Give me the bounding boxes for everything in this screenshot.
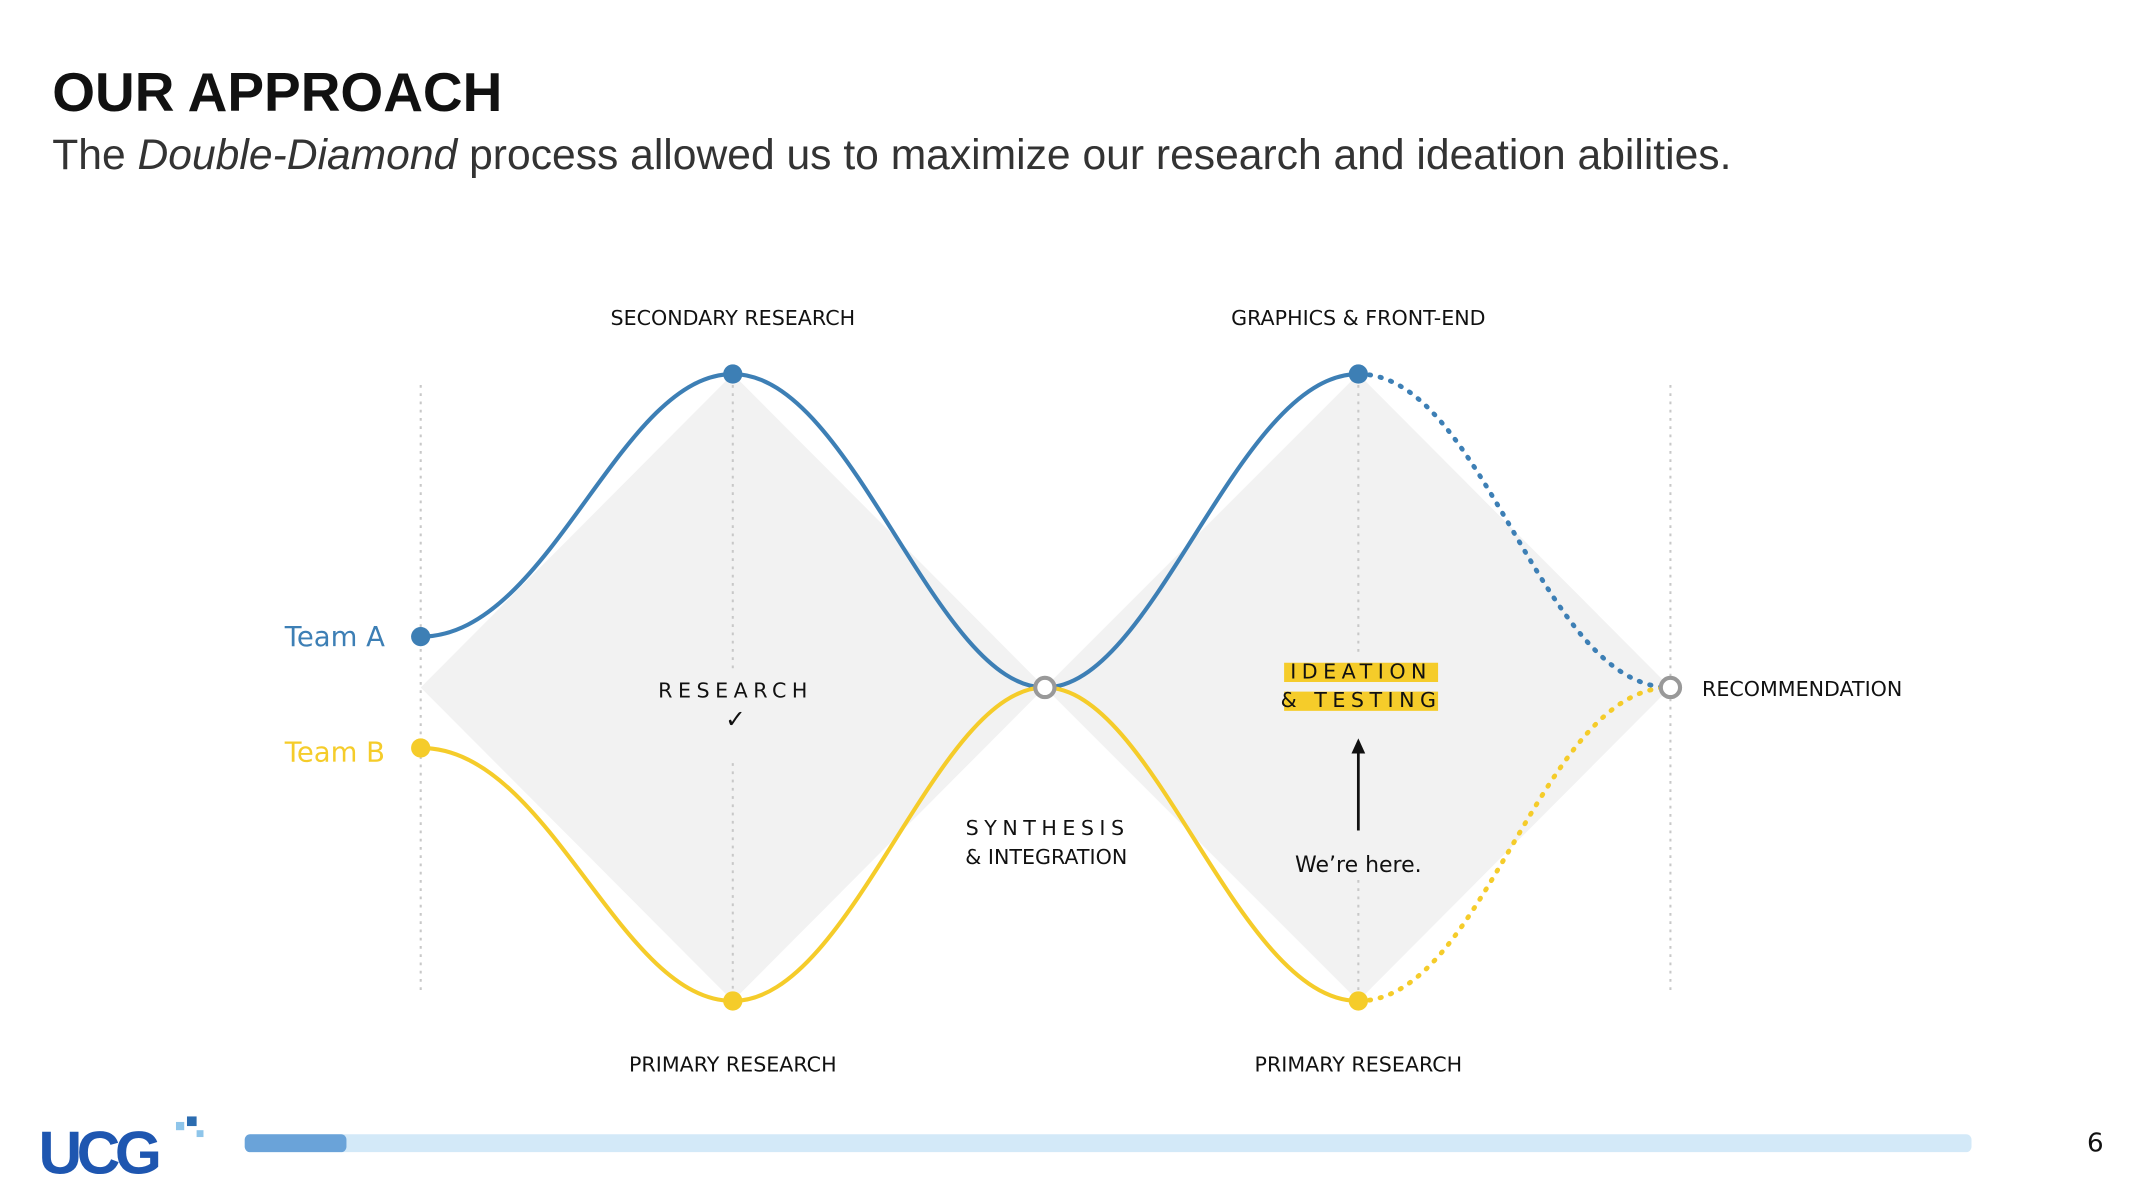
logo-pixel [196,1130,204,1138]
diamond-1 [420,374,1045,1001]
status-label: We’re here. [1295,853,1422,878]
subtitle-suffix: process allowed us to maximize our resea… [469,131,1731,179]
bottom-label: PRIMARY RESEARCH [1255,1053,1463,1077]
node [1348,364,1368,384]
synthesis-label: & INTEGRATION [965,845,1127,869]
node [1033,675,1057,700]
title: OUR APPROACH [52,61,502,123]
team-b-path [420,685,1359,1004]
logo-pixel [175,1121,185,1131]
bottom-label: PRIMARY RESEARCH [629,1053,837,1077]
arrow-head [1351,738,1366,754]
node [723,364,743,384]
node [411,738,431,758]
node [1348,991,1368,1011]
highlight [1284,691,1439,711]
logo-text: UCG [38,1119,158,1187]
phase-label: RESEARCH [658,679,813,703]
ideation-label: & TESTING [1281,688,1442,712]
top-label: GRAPHICS & FRONT-END [1231,306,1485,330]
guides [419,385,1672,990]
subtitle-emphasis: Double-Diamond [138,131,459,179]
team-b-future [1355,685,1673,1004]
top-label: SECONDARY RESEARCH [610,306,855,330]
node [723,991,743,1011]
end-label: RECOMMENDATION [1702,677,1902,701]
subtitle: The Double-Diamond process allowed us to… [52,131,1731,179]
logo: UCG [38,1116,204,1187]
team-label: Team A [284,621,385,653]
logo-pixel [186,1116,197,1127]
team-a-future [1355,371,1673,690]
progress-fill [244,1134,347,1153]
progress-track [244,1134,1972,1153]
check-mark: ✓ [725,704,746,733]
synthesis-label: SYNTHESIS [966,816,1130,840]
team-a-path [420,371,1359,690]
subtitle-prefix: The [52,131,125,179]
page-number: 6 [2087,1128,2104,1158]
ideation-label: IDEATION [1290,659,1432,683]
node [1658,675,1683,700]
nodes [411,364,1683,1011]
node [411,626,431,647]
highlight [1284,662,1439,682]
team-label: Team B [284,736,385,768]
